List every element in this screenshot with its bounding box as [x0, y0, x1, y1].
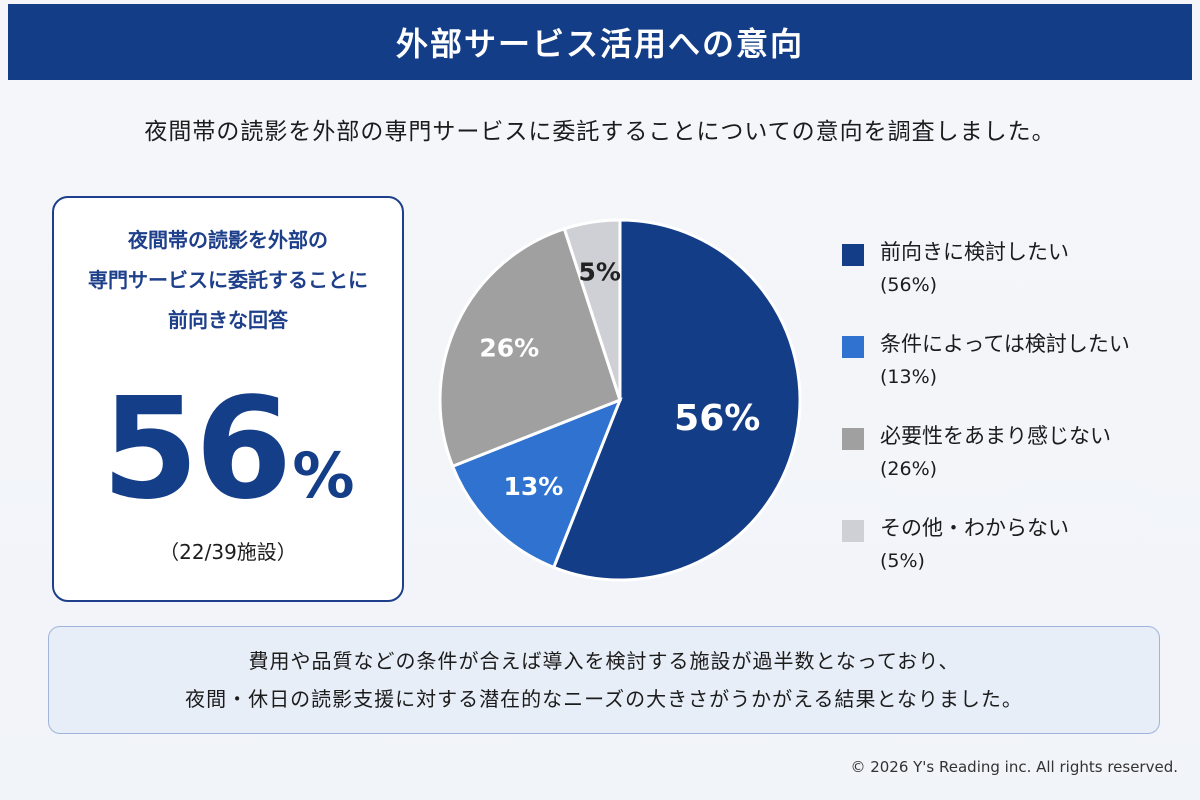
legend-swatch [842, 520, 864, 542]
legend-swatch [842, 336, 864, 358]
legend-label: その他・わからない [880, 516, 1069, 540]
header-banner: 外部サービス活用への意向 [8, 4, 1192, 80]
pie-slice [450, 397, 623, 570]
legend-label: 必要性をあまり感じない [880, 424, 1111, 448]
highlight-value: 56% [54, 380, 402, 520]
highlight-number: 56 [101, 368, 293, 531]
highlight-count: （22/39施設） [159, 540, 297, 564]
page-title: 外部サービス活用への意向 [395, 25, 804, 63]
conclusion-line: 夜間・休日の読影支援に対する潜在的なニーズの大きさがうかがえる結果となりました。 [185, 687, 1023, 711]
legend-swatch [842, 428, 864, 450]
highlight-description-line: 前向きな回答 [168, 308, 288, 332]
highlight-unit: % [292, 439, 355, 512]
pie-slice-label: 56% [674, 398, 760, 439]
highlight-description-line: 専門サービスに委託することに [88, 268, 368, 292]
highlight-description-line: 夜間帯の読影を外部の [128, 228, 328, 252]
legend-item: 必要性をあまり感じない (26%) [842, 418, 1182, 510]
legend-value: (5%) [880, 550, 925, 572]
chart-legend: 前向きに検討したい (56%) 条件によっては検討したい (13%) 必要性をあ… [842, 234, 1182, 602]
highlight-card: 夜間帯の読影を外部の 専門サービスに委託することに 前向きな回答 56% （22… [52, 196, 404, 602]
legend-value: (56%) [880, 274, 938, 296]
pie-slice-label: 5% [578, 257, 620, 286]
pie-slice-label: 26% [479, 333, 539, 362]
survey-description: 夜間帯の読影を外部の専門サービスに委託することについての意向を調査しました。 [144, 119, 1056, 145]
legend-value: (26%) [880, 458, 938, 480]
legend-label: 条件によっては検討したい [880, 332, 1130, 356]
legend-item: 前向きに検討したい (56%) [842, 234, 1182, 326]
legend-label: 前向きに検討したい [880, 240, 1069, 264]
legend-swatch [842, 244, 864, 266]
legend-item: その他・わからない (5%) [842, 510, 1182, 602]
pie-slice-label: 13% [504, 472, 564, 501]
copyright-notice: © 2026 Y's Reading inc. All rights reser… [850, 758, 1178, 776]
pie-slice [551, 218, 802, 582]
highlight-description: 夜間帯の読影を外部の 専門サービスに委託することに 前向きな回答 [54, 220, 402, 340]
conclusion-line: 費用や品質などの条件が合えば導入を検討する施設が過半数となっており、 [248, 649, 960, 673]
pie-slice [438, 226, 622, 469]
conclusion-box: 費用や品質などの条件が合えば導入を検討する施設が過半数となっており、 夜間・休日… [48, 626, 1160, 734]
pie-chart: 56% 13% 26% 5% [438, 218, 802, 582]
pie-slice [562, 218, 622, 401]
legend-item: 条件によっては検討したい (13%) [842, 326, 1182, 418]
legend-value: (13%) [880, 366, 938, 388]
